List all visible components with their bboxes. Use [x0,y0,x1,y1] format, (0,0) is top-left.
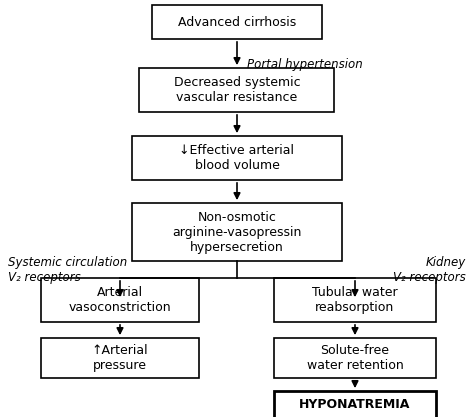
Bar [152,5,322,39]
Text: Advanced cirrhosis: Advanced cirrhosis [178,15,296,28]
Bar [274,278,436,322]
Text: Solute-free
water retention: Solute-free water retention [307,344,403,372]
Text: Portal hypertension: Portal hypertension [247,58,363,71]
Bar [274,338,436,378]
Text: Systemic circulation
V₂ receptors: Systemic circulation V₂ receptors [8,256,127,284]
Text: ↓Effective arterial
blood volume: ↓Effective arterial blood volume [180,144,294,172]
Bar [132,203,342,261]
Bar [139,68,335,112]
Text: ↑Arterial
pressure: ↑Arterial pressure [91,344,148,372]
Text: Decreased systemic
vascular resistance: Decreased systemic vascular resistance [173,76,301,104]
Text: Non-osmotic
arginine-vasopressin
hypersecretion: Non-osmotic arginine-vasopressin hyperse… [173,211,301,254]
Text: Tubular water
reabsorption: Tubular water reabsorption [312,286,398,314]
Bar [132,136,342,180]
Text: Kidney
V₂ receptors: Kidney V₂ receptors [393,256,466,284]
Bar [41,338,199,378]
Bar [274,391,436,417]
Text: HYPONATREMIA: HYPONATREMIA [299,399,410,412]
Text: Arterial
vasoconstriction: Arterial vasoconstriction [69,286,171,314]
Bar [41,278,199,322]
